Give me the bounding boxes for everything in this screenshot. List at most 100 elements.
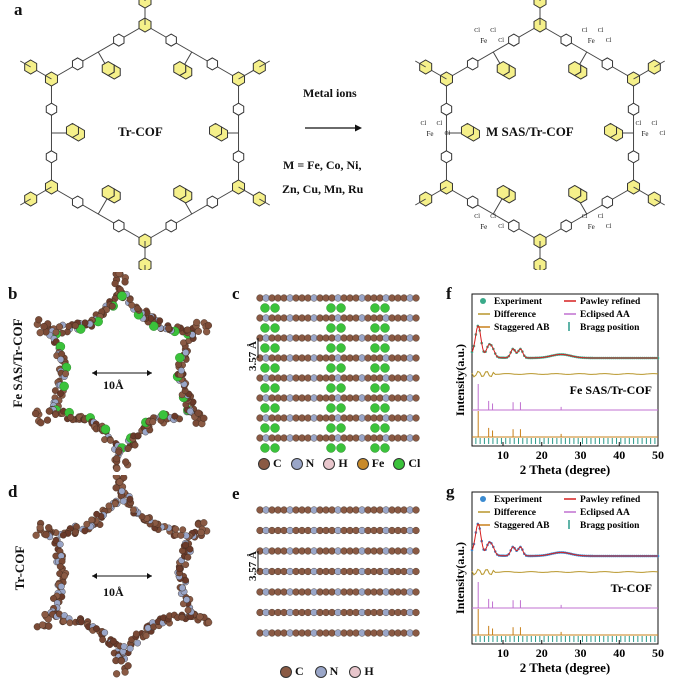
atom-sphere (304, 394, 312, 402)
atom-sphere (370, 567, 378, 576)
cl-sphere (260, 323, 270, 333)
cl-atom-label: Cl (498, 38, 504, 44)
atom-sphere (177, 532, 185, 539)
atom-sphere (203, 328, 211, 336)
atom-sphere (316, 434, 324, 442)
atom-sphere (310, 334, 318, 342)
cl-atom-label: Cl (660, 131, 666, 137)
phenyl-ring (466, 195, 479, 209)
cl-sphere (380, 443, 390, 453)
atom-sphere (406, 526, 414, 535)
atom-sphere (376, 608, 384, 617)
atom-sphere (38, 621, 47, 629)
tr-cof-title: Tr-COF (118, 124, 163, 139)
legend-symbol: N (329, 664, 339, 678)
atom-sphere (346, 608, 354, 617)
atom-sphere (370, 354, 378, 362)
atom-sphere (134, 639, 141, 647)
atom-sphere (268, 414, 276, 422)
atom-sphere (262, 506, 270, 514)
cl-sphere (260, 363, 270, 373)
legend-label: Eclipsed AA (580, 508, 630, 518)
atom-sphere (43, 416, 52, 424)
atom-sphere (42, 531, 50, 539)
phenyl-ring (232, 102, 245, 116)
atom-sphere (286, 526, 294, 535)
atom-sphere (322, 588, 330, 596)
atom-sphere (280, 608, 288, 617)
acenaphthene-unit (173, 184, 193, 204)
atom-sphere (382, 314, 390, 322)
cl-atom-label: Cl (498, 224, 504, 230)
pxrd-chart-g: 10 20 30 40 50 2 Theta (degree) Intensity(a.u.… (453, 491, 664, 675)
atom-sphere (298, 314, 306, 322)
atom-sphere (298, 434, 306, 442)
atom-sphere (328, 294, 336, 302)
atom-sphere (328, 314, 336, 322)
atom-sphere (388, 526, 396, 535)
atom-sphere (358, 334, 366, 342)
atom-sphere (316, 354, 324, 362)
atom-sphere (126, 645, 134, 652)
atom-sphere (340, 394, 348, 402)
cl-sphere (370, 383, 380, 393)
atom-sphere (298, 526, 306, 535)
cl-sphere (260, 443, 270, 453)
atom-sphere (376, 414, 384, 422)
atom-sphere (340, 294, 348, 302)
atom-sphere (262, 547, 270, 555)
atom-sphere (57, 356, 65, 363)
atom-sphere (205, 618, 213, 627)
legend-label: Staggered AB (494, 521, 550, 531)
atom-sphere (286, 414, 294, 422)
cl-sphere (336, 403, 346, 413)
atom-sphere (400, 294, 408, 302)
cl-sphere (370, 303, 380, 313)
atom-sphere (280, 294, 288, 302)
atom-sphere (262, 354, 270, 362)
pore-arrow-left (92, 573, 97, 579)
cl-sphere (370, 443, 380, 453)
atom-sphere (316, 294, 324, 302)
phenyl-ring (627, 150, 640, 164)
atom-sphere (274, 506, 282, 514)
atom-sphere (364, 506, 372, 514)
atom-sphere (382, 294, 390, 302)
atom-sphere (406, 434, 414, 442)
fe-atom-label: Fe (588, 37, 595, 45)
atom-sphere (364, 294, 372, 302)
atom-sphere (256, 294, 264, 302)
atom-sphere (328, 434, 336, 442)
atom-sphere (310, 354, 318, 362)
atom-sphere (340, 374, 348, 382)
atom-sphere (101, 629, 109, 637)
cl-sphere (260, 403, 270, 413)
atom-sphere (292, 434, 300, 442)
legend-dot (280, 665, 292, 678)
atom-sphere (292, 334, 300, 342)
atom-sphere (370, 314, 378, 322)
atom-sphere (412, 394, 420, 402)
atom-sphere (388, 588, 396, 596)
x-tick-label: 40 (613, 448, 625, 462)
atom-sphere (142, 632, 150, 639)
legend-dot (290, 457, 303, 470)
atom-sphere (352, 629, 360, 637)
atom-sphere (304, 588, 312, 596)
atom-sphere (304, 547, 312, 555)
x-tick-label: 20 (536, 448, 548, 462)
cl-sphere (270, 303, 280, 313)
pore-arrow-right (147, 573, 152, 579)
x-axis-label: 2 Theta (degree) (520, 462, 611, 477)
atom-sphere (316, 588, 324, 596)
legend-dot (393, 457, 406, 470)
atom-sphere (382, 547, 390, 555)
atom-sphere (400, 414, 408, 422)
atom-sphere (400, 334, 408, 342)
panel-c-label: c (232, 284, 240, 303)
atom-sphere (412, 334, 420, 342)
atom-sphere (256, 414, 264, 422)
atom-sphere (340, 588, 348, 596)
cl-sphere (336, 363, 346, 373)
atom-sphere (118, 487, 126, 495)
